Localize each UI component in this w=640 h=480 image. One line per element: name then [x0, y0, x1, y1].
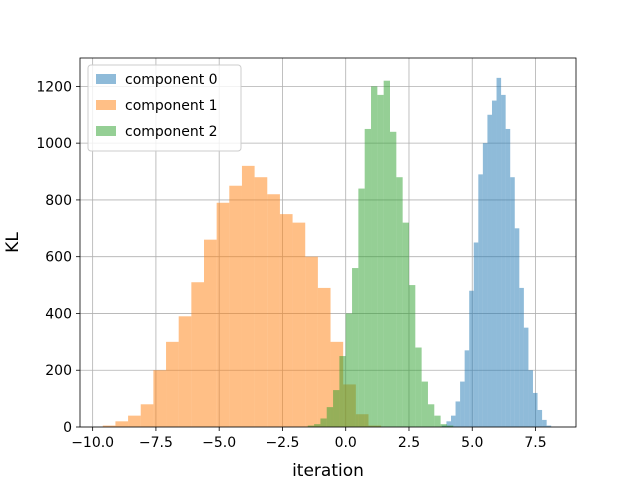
y-tick-label: 600 [45, 250, 72, 266]
bar-component-2 [396, 177, 403, 427]
bar-component-2 [307, 425, 315, 427]
y-tick-label: 200 [45, 363, 72, 379]
bar-component-1 [305, 256, 318, 427]
bar-component-2 [326, 407, 334, 427]
bar-component-0 [537, 409, 543, 427]
bar-component-2 [345, 313, 353, 427]
series-component-2 [307, 80, 454, 428]
bar-component-0 [455, 401, 461, 427]
bar-component-1 [216, 202, 230, 427]
bar-component-1 [128, 415, 141, 427]
bar-component-0 [532, 392, 538, 427]
bar-component-2 [415, 347, 422, 427]
bar-component-2 [364, 128, 372, 427]
bar-component-1 [267, 194, 280, 427]
bar-component-2 [446, 425, 454, 427]
bar-component-2 [377, 94, 384, 428]
bar-component-1 [292, 222, 306, 427]
bar-component-2 [434, 415, 441, 427]
bar-component-2 [371, 86, 378, 427]
bar-component-2 [402, 222, 409, 427]
x-tick-label: −2.5 [265, 435, 299, 451]
x-tick-label: 5.0 [461, 435, 483, 451]
bar-component-2 [358, 188, 365, 427]
bar-component-2 [427, 404, 435, 427]
legend-label-component-1: component 1 [125, 98, 218, 114]
legend-label-component-0: component 0 [125, 72, 218, 88]
bar-component-0 [505, 128, 511, 427]
bar-component-1 [191, 282, 204, 427]
y-tick-label: 400 [45, 306, 72, 322]
axis-ticks: −10.0 −7.5 −5.0 −2.5 0.0 2.5 5.0 7.5 0 200 400 600 8… [36, 79, 546, 451]
bar-component-0 [473, 242, 479, 427]
bar-component-0 [478, 174, 483, 427]
bar-component-2 [421, 381, 428, 427]
bar-component-2 [408, 285, 416, 427]
bar-component-0 [519, 287, 524, 427]
y-tick-label: 1200 [36, 79, 72, 95]
bar-component-1 [178, 316, 192, 427]
y-tick-label: 0 [63, 420, 72, 436]
bar-component-2 [352, 268, 359, 427]
bar-component-2 [320, 418, 327, 427]
bar-component-1 [241, 165, 255, 427]
y-tick-label: 800 [45, 193, 72, 209]
bar-component-0 [542, 419, 547, 427]
bar-component-0 [464, 350, 470, 427]
series-component-0 [441, 77, 552, 428]
bar-component-1 [115, 421, 129, 427]
bar-component-0 [482, 143, 488, 427]
bar-component-0 [523, 327, 529, 427]
bar-component-1 [229, 185, 242, 427]
bar-component-2 [440, 424, 447, 427]
bar-component-1 [317, 287, 331, 427]
bar-component-1 [254, 177, 268, 427]
bar-component-0 [446, 421, 451, 427]
bar-component-2 [383, 80, 390, 427]
bar-component-1 [279, 214, 293, 427]
histogram-bars [102, 77, 552, 428]
bar-component-1 [102, 425, 116, 427]
series-component-1 [102, 165, 382, 427]
bar-component-0 [487, 114, 492, 428]
legend-label-component-2: component 2 [125, 124, 218, 140]
bar-component-0 [460, 381, 465, 427]
legend-swatch-component-2 [96, 126, 116, 136]
bar-component-0 [501, 94, 506, 428]
x-tick-label: −5.0 [202, 435, 236, 451]
x-tick-label: −10.0 [71, 435, 114, 451]
legend: component 0 component 1 component 2 [87, 64, 242, 152]
bar-component-0 [496, 77, 502, 427]
y-tick-label: 1000 [36, 136, 72, 152]
legend-swatch-component-0 [96, 74, 116, 84]
bar-component-2 [314, 424, 321, 427]
x-tick-label: 7.5 [524, 435, 546, 451]
bar-component-1 [204, 239, 217, 427]
bar-component-2 [339, 356, 346, 427]
bar-component-2 [390, 131, 397, 428]
bar-component-0 [546, 425, 552, 427]
legend-box [87, 64, 242, 152]
x-tick-label: 2.5 [398, 435, 420, 451]
bar-component-0 [510, 177, 515, 427]
bar-component-1 [166, 341, 179, 427]
x-tick-label: 0.0 [335, 435, 357, 451]
bar-component-0 [491, 100, 497, 428]
bar-component-1 [153, 370, 167, 427]
bar-component-0 [514, 228, 520, 427]
bar-component-1 [140, 404, 154, 427]
y-axis-title: KL [3, 232, 23, 253]
x-tick-label: −7.5 [139, 435, 173, 451]
plot-frame [79, 57, 577, 428]
x-axis-title: iteration [292, 461, 364, 480]
legend-swatch-component-1 [96, 100, 116, 110]
bar-component-0 [469, 290, 474, 427]
bar-component-2 [333, 390, 340, 427]
bar-component-0 [450, 415, 456, 427]
bar-component-0 [528, 370, 533, 427]
